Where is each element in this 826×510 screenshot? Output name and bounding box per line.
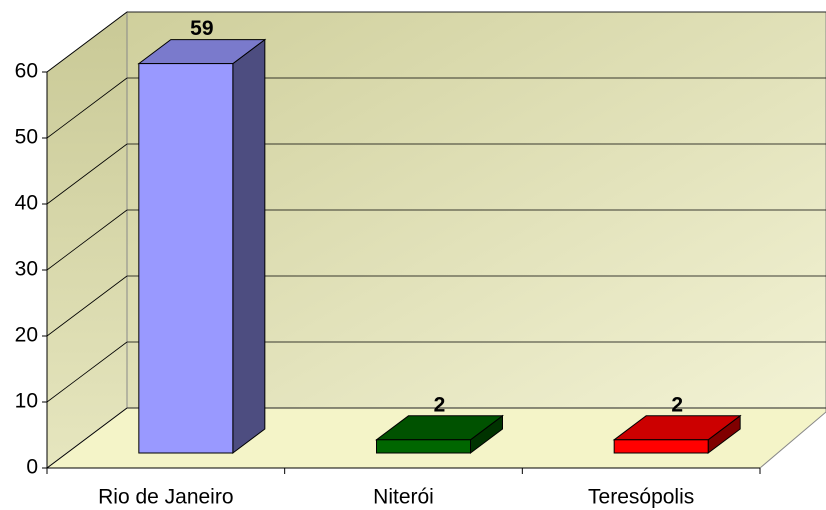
bar [613, 439, 709, 454]
y-tick-label: 20 [15, 324, 38, 347]
grid-line [46, 209, 128, 271]
grid-line [46, 275, 128, 337]
x-tick-label: Teresópolis [588, 486, 694, 509]
y-tick-label: 60 [15, 60, 38, 83]
grid-line [46, 143, 128, 205]
bar [376, 439, 471, 454]
y-tick-label: 50 [15, 126, 38, 149]
y-tick-label: 30 [15, 258, 38, 281]
data-label: 59 [190, 17, 213, 40]
x-tick-label: Rio de Janeiro [98, 486, 233, 509]
data-label: 2 [434, 393, 446, 416]
grid-line [46, 77, 128, 139]
grid-line [46, 407, 128, 469]
grid-line [46, 11, 128, 73]
y-tick-label: 40 [15, 192, 38, 215]
grid-line [46, 341, 128, 403]
bar-side [232, 38, 266, 454]
y-tick-label: 0 [26, 456, 38, 479]
bar [138, 63, 234, 454]
y-tick-label: 10 [15, 390, 38, 413]
x-tick-label: Niterói [373, 486, 434, 509]
data-label: 2 [671, 393, 683, 416]
